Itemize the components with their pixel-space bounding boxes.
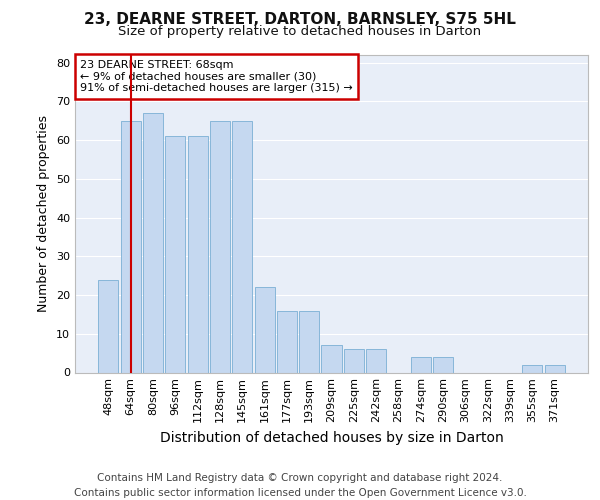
Y-axis label: Number of detached properties: Number of detached properties (37, 116, 50, 312)
Bar (433, 357, 453, 372)
Bar (522, 365, 542, 372)
Text: 23 DEARNE STREET: 68sqm
← 9% of detached houses are smaller (30)
91% of semi-det: 23 DEARNE STREET: 68sqm ← 9% of detached… (80, 60, 353, 93)
Bar (299, 310, 319, 372)
Text: 23, DEARNE STREET, DARTON, BARNSLEY, S75 5HL: 23, DEARNE STREET, DARTON, BARNSLEY, S75… (84, 12, 516, 28)
Bar (254, 288, 275, 372)
Bar (143, 113, 163, 372)
Text: Size of property relative to detached houses in Darton: Size of property relative to detached ho… (118, 25, 482, 38)
Bar (545, 365, 565, 372)
Bar (165, 136, 185, 372)
Bar (344, 350, 364, 372)
Bar (366, 350, 386, 372)
Bar (232, 121, 252, 372)
Bar (121, 121, 141, 372)
Bar (322, 346, 341, 372)
Bar (188, 136, 208, 372)
Bar (210, 121, 230, 372)
Text: Contains HM Land Registry data © Crown copyright and database right 2024.
Contai: Contains HM Land Registry data © Crown c… (74, 472, 526, 498)
Bar (277, 310, 297, 372)
Bar (411, 357, 431, 372)
X-axis label: Distribution of detached houses by size in Darton: Distribution of detached houses by size … (160, 431, 503, 445)
Bar (98, 280, 118, 372)
